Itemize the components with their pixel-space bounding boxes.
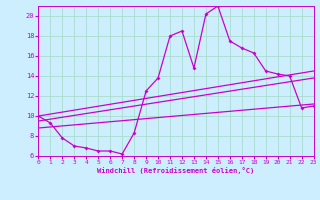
X-axis label: Windchill (Refroidissement éolien,°C): Windchill (Refroidissement éolien,°C) — [97, 167, 255, 174]
